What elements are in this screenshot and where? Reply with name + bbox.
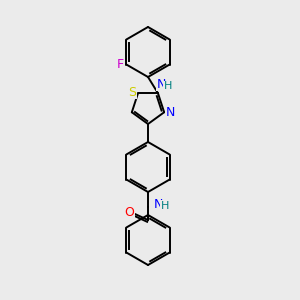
Text: O: O (124, 206, 134, 220)
Text: S: S (128, 86, 136, 99)
Text: H: H (161, 201, 169, 211)
Text: N: N (156, 78, 166, 91)
Text: H: H (164, 81, 172, 91)
Text: N: N (153, 197, 163, 211)
Text: F: F (117, 58, 124, 71)
Text: N: N (166, 106, 175, 119)
